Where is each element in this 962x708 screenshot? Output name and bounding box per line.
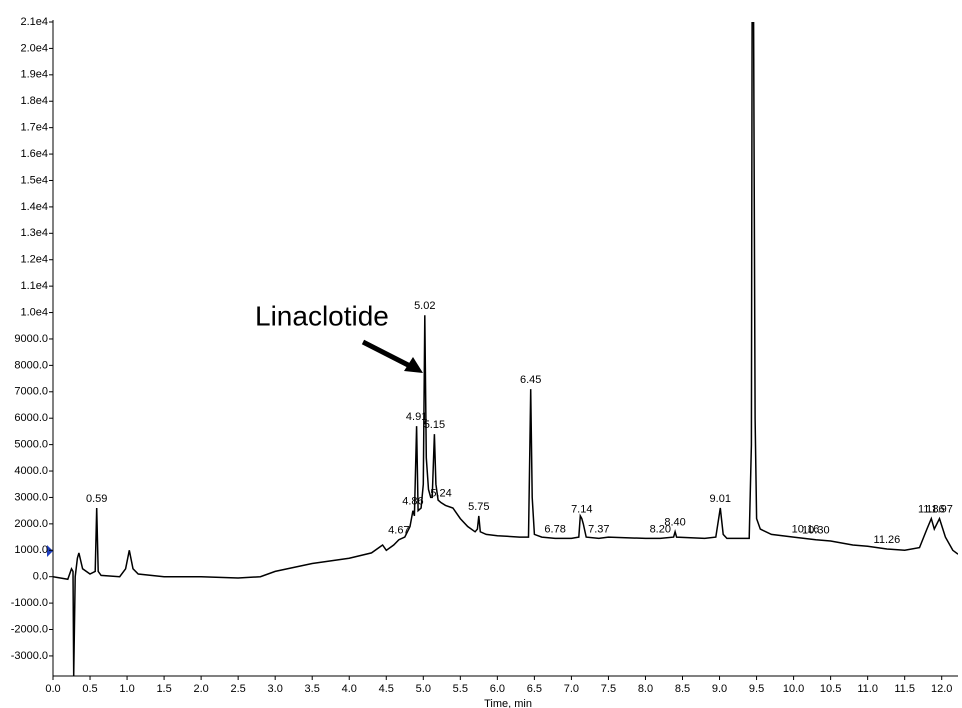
annotation: Linaclotide: [255, 300, 389, 331]
y-tick-label: 6000.0: [14, 412, 48, 424]
y-tick-label: 1.7e4: [20, 122, 48, 134]
x-tick-label: 6.5: [527, 683, 542, 695]
peak-label: 10.16: [792, 523, 820, 535]
peak-label: 6.78: [544, 523, 565, 535]
trace: [53, 22, 958, 676]
arrow: [361, 339, 414, 370]
x-tick-label: 7.0: [564, 683, 579, 695]
y-tick-label: 1.1e4: [20, 280, 48, 292]
peak-label: 5.15: [424, 419, 445, 431]
peak-label: 0.59: [86, 493, 107, 505]
peak-label: 11.26: [874, 534, 901, 546]
peak-label: 5.75: [468, 501, 489, 513]
peak-label: 4.91: [406, 411, 427, 423]
x-tick-label: 2.0: [193, 683, 208, 695]
y-tick-label: 1.2e4: [20, 254, 48, 266]
peak-label: 9.01: [710, 493, 731, 505]
x-tick-label: 1.0: [119, 683, 134, 695]
peak-label: 8.40: [664, 517, 685, 529]
y-tick-label: 8000.0: [14, 359, 48, 371]
y-tick-label: 2000.0: [14, 518, 48, 530]
y-tick-label: 7000.0: [14, 386, 48, 398]
marker: [47, 545, 53, 557]
x-tick-label: 1.5: [156, 683, 171, 695]
x-axis-label: Time, min: [484, 698, 532, 708]
x-tick-label: 11.5: [894, 683, 915, 695]
x-tick-label: 6.0: [490, 683, 505, 695]
x-tick-label: 4.5: [379, 683, 394, 695]
y-tick-label: 1.6e4: [20, 148, 48, 160]
y-tick-label: 5000.0: [14, 439, 48, 451]
peak-label: 8.20: [650, 523, 671, 535]
y-tick-label: 4000.0: [14, 465, 48, 477]
y-tick-label: 0.0: [33, 571, 48, 583]
x-tick-label: 2.5: [230, 683, 245, 695]
x-tick-label: 3.5: [305, 683, 320, 695]
x-tick-label: 10.0: [783, 683, 804, 695]
x-tick-label: 0.5: [82, 683, 97, 695]
peak-label: 7.14: [571, 503, 592, 515]
x-tick-label: 8.0: [638, 683, 653, 695]
peak-label: 11.86: [918, 503, 945, 515]
x-tick-label: 0.0: [45, 683, 60, 695]
y-tick-label: 1.8e4: [20, 95, 48, 107]
y-tick-label: 1.5e4: [20, 174, 48, 186]
x-tick-label: 5.5: [453, 683, 468, 695]
y-tick-label: -3000.0: [11, 650, 48, 662]
x-tick-label: 8.5: [675, 683, 690, 695]
y-tick-label: 1.4e4: [20, 201, 48, 213]
x-tick-label: 4.0: [342, 683, 357, 695]
peak-label: 6.45: [520, 374, 541, 386]
arrow-head: [404, 357, 423, 373]
x-tick-label: 7.5: [601, 683, 616, 695]
x-tick-label: 12.0: [931, 683, 952, 695]
y-tick-label: 1.3e4: [20, 227, 48, 239]
y-tick-label: 3000.0: [14, 491, 48, 503]
peak-label: 5.02: [414, 300, 435, 312]
x-tick-label: 3.0: [268, 683, 283, 695]
x-tick-label: 10.5: [820, 683, 841, 695]
peak-label: 10.30: [802, 525, 830, 537]
peak-label: 4.67: [388, 525, 409, 537]
y-tick-label: 9000.0: [14, 333, 48, 345]
y-tick-label: 1.0e4: [20, 306, 48, 318]
peak-label: 4.86: [402, 496, 423, 508]
x-tick-label: 11.0: [857, 683, 878, 695]
peak-label: 5.24: [430, 488, 451, 500]
x-tick-label: 5.0: [416, 683, 431, 695]
peak-label: 7.37: [588, 523, 609, 535]
y-tick-label: 1.9e4: [20, 69, 48, 81]
y-tick-label: 1000.0: [14, 544, 48, 556]
peak-label: 11.97: [926, 503, 953, 515]
y-tick-label: 2.0e4: [20, 42, 48, 54]
y-tick-label: -1000.0: [11, 597, 48, 609]
x-tick-label: 9.5: [749, 683, 764, 695]
y-tick-label: 2.1e4: [20, 16, 48, 28]
x-tick-label: 9.0: [712, 683, 727, 695]
y-tick-label: -2000.0: [11, 623, 48, 635]
